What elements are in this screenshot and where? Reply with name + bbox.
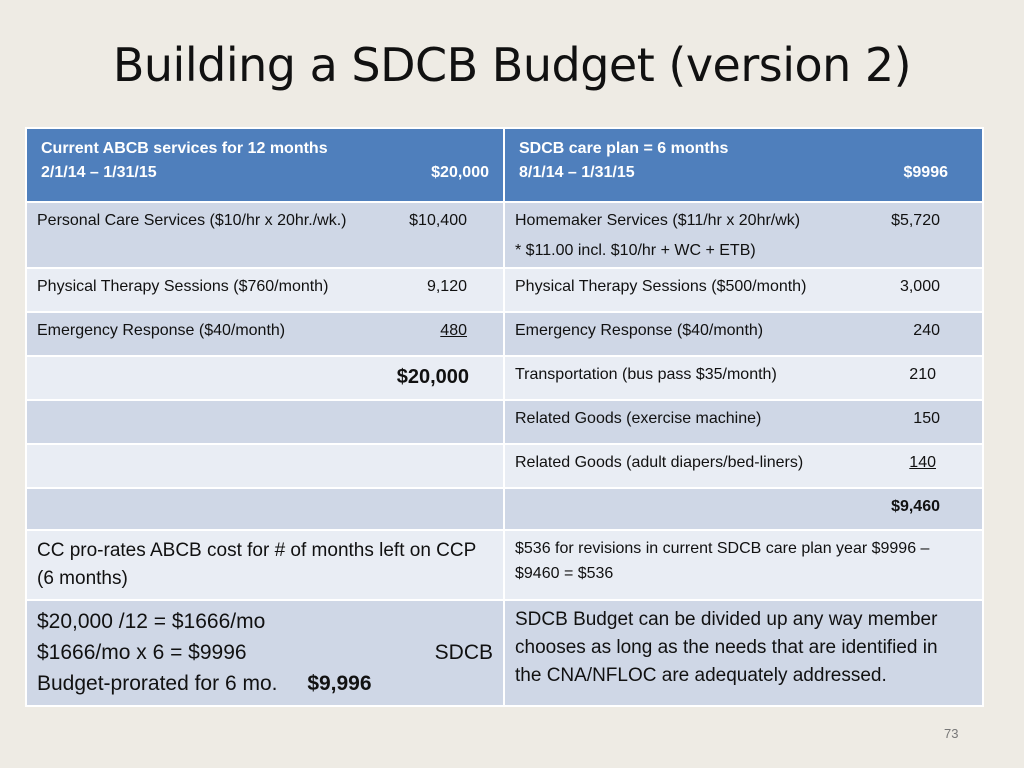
row-left-amount: $10,400 (409, 212, 467, 229)
row-left-amount: 480 (440, 322, 467, 339)
row-right-amount: 210 (909, 366, 936, 383)
page-number: 73 (944, 726, 959, 741)
row-right-amount: $5,720 (891, 212, 940, 229)
budget-table: Current ABCB services for 12 months 2/1/… (25, 127, 984, 707)
row-right-note: * $11.00 incl. $10/hr + WC + ETB) (515, 242, 756, 259)
right-subtotal: $9,460 (891, 498, 940, 515)
row-right-label: Related Goods (adult diapers/bed-liners) (515, 454, 804, 471)
header-left-amount: $20,000 (431, 164, 489, 181)
row-right-label: Related Goods (exercise machine) (515, 410, 762, 427)
left-subtotal: $20,000 (396, 366, 469, 388)
row-right-label: Physical Therapy Sessions ($500/month) (515, 278, 807, 295)
table-row: Related Goods (exercise machine) 150 (25, 399, 984, 445)
prorate-left-text: CC pro-rates ABCB cost for # of months l… (37, 540, 476, 589)
table-row: Emergency Response ($40/month) 480 Emerg… (25, 311, 984, 357)
header-left-dates: 2/1/14 – 1/31/15 (41, 164, 157, 181)
row-left-label: Physical Therapy Sessions ($760/month) (37, 278, 329, 295)
final-left-sdcb: SDCB (434, 641, 493, 664)
header-right-dates: 8/1/14 – 1/31/15 (519, 164, 635, 181)
row-left-label: Personal Care Services ($10/hr x 20hr./w… (37, 212, 347, 229)
table-header-row: Current ABCB services for 12 months 2/1/… (25, 127, 984, 203)
row-right-label: Emergency Response ($40/month) (515, 322, 764, 339)
final-row: $20,000 /12 = $1666/mo $1666/mo x 6 = $9… (25, 599, 984, 707)
header-left-title: Current ABCB services for 12 months (41, 140, 328, 157)
header-right-title: SDCB care plan = 6 months (519, 140, 729, 157)
final-right-text: SDCB Budget can be divided up any way me… (515, 609, 938, 686)
final-left-line3: Budget-prorated for 6 mo. (37, 672, 278, 695)
row-right-amount: 240 (913, 322, 940, 339)
row-left-label: Emergency Response ($40/month) (37, 322, 286, 339)
header-right-amount: $9996 (903, 164, 949, 181)
row-right-label: Transportation (bus pass $35/month) (515, 366, 777, 383)
row-right-amount: 3,000 (899, 278, 940, 295)
prorate-row: CC pro-rates ABCB cost for # of months l… (25, 529, 984, 601)
table-row: Physical Therapy Sessions ($760/month) 9… (25, 267, 984, 313)
table-row: Related Goods (adult diapers/bed-liners)… (25, 443, 984, 489)
row-left-amount: 9,120 (426, 278, 467, 295)
table-row: $20,000 Transportation (bus pass $35/mon… (25, 355, 984, 401)
prorate-right-text: $536 for revisions in current SDCB care … (515, 540, 930, 582)
row-right-amount: 150 (913, 410, 940, 427)
header-right-cell: SDCB care plan = 6 months 8/1/14 – 1/31/… (503, 127, 984, 203)
table-row: $9,460 (25, 487, 984, 531)
final-left-amount: $9,996 (307, 672, 372, 695)
table-row: Personal Care Services ($10/hr x 20hr./w… (25, 201, 984, 269)
row-right-label: Homemaker Services ($11/hr x 20hr/wk) (515, 212, 801, 229)
slide-title: Building a SDCB Budget (version 2) (112, 38, 912, 92)
final-left-line2: $1666/mo x 6 = $9996 (37, 641, 247, 664)
final-left-line1: $20,000 /12 = $1666/mo (37, 610, 266, 633)
row-right-amount: 140 (909, 454, 936, 471)
header-left-cell: Current ABCB services for 12 months 2/1/… (25, 127, 505, 203)
